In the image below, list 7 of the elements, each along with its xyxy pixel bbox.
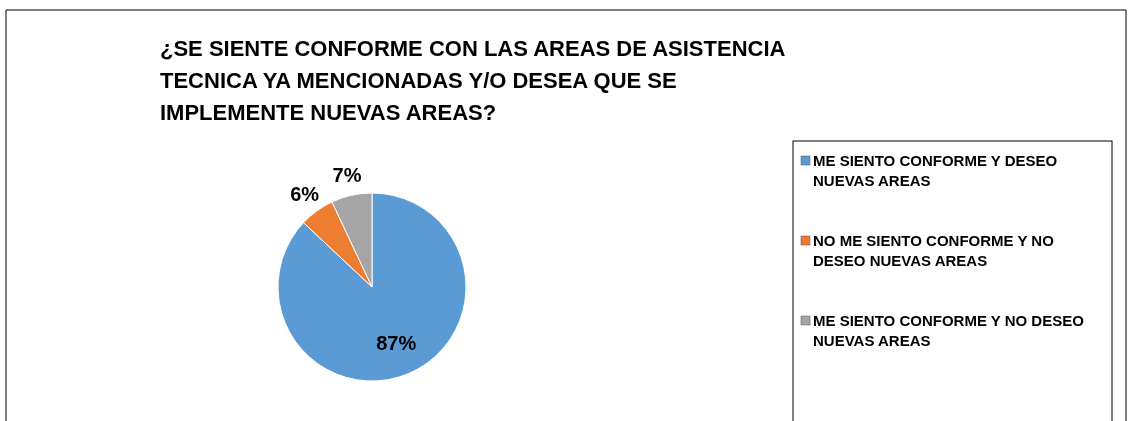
data-label: 87%	[376, 332, 417, 355]
data-label: 7%	[332, 164, 362, 187]
chart-title: ¿SE SIENTE CONFORME CON LAS AREAS DE ASISTENCIA TECNICA YA MENCIONADAS Y/O DESEA QUE SE IMPLEMENTE NUEVAS AREAS?	[160, 36, 786, 125]
legend-label: ME SIENTO CONFORME Y NO DESEO NUEVAS AREAS	[813, 312, 1085, 349]
legend-label: NO ME SIENTO CONFORME Y NO DESEO NUEVAS AREAS	[813, 232, 1055, 269]
data-label: 6%	[290, 183, 320, 206]
legend-label: ME SIENTO CONFORME Y DESEO NUEVAS AREAS	[813, 152, 1058, 189]
